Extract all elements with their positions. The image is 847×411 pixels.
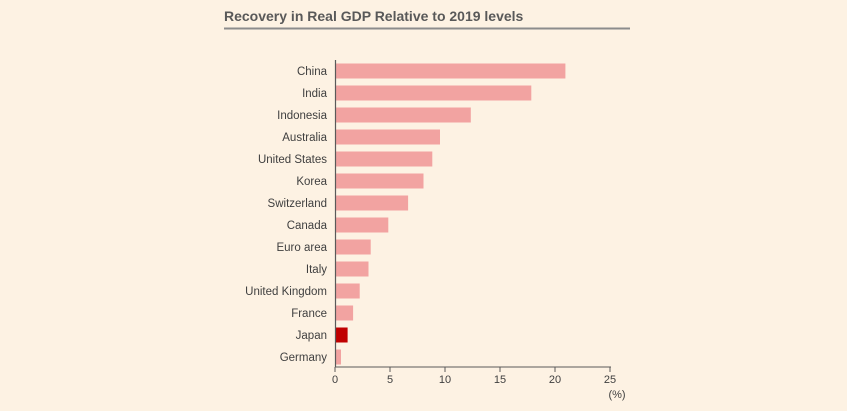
- x-tick-label: 10: [439, 374, 451, 386]
- category-label: Korea: [296, 176, 327, 188]
- x-tick-label: 20: [549, 374, 561, 386]
- category-label: Australia: [282, 132, 327, 144]
- bar-united-states: [335, 151, 433, 167]
- bar-china: [335, 63, 566, 79]
- category-label: Germany: [280, 352, 328, 364]
- category-label: Switzerland: [268, 198, 327, 210]
- x-tick-label: 0: [332, 374, 338, 386]
- chart-title: Recovery in Real GDP Relative to 2019 le…: [224, 8, 524, 24]
- category-label: Indonesia: [277, 110, 327, 122]
- bar-australia: [335, 129, 440, 145]
- bar-india: [335, 85, 532, 101]
- bar-japan: [335, 327, 348, 343]
- bar-euro-area: [335, 239, 371, 255]
- x-tick-label: 15: [494, 374, 506, 386]
- category-label: Euro area: [276, 242, 327, 254]
- category-label: India: [302, 88, 328, 100]
- bar-france: [335, 305, 354, 321]
- bar-korea: [335, 173, 424, 189]
- bar-italy: [335, 261, 369, 277]
- category-labels: China India Indonesia Australia United State…: [245, 66, 327, 364]
- bar-germany: [335, 349, 341, 365]
- x-axis-unit: (%): [608, 389, 625, 401]
- bar-switzerland: [335, 195, 409, 211]
- x-tick-label: 5: [387, 374, 393, 386]
- category-label: China: [297, 66, 328, 78]
- category-label: France: [291, 308, 327, 320]
- category-label: Japan: [296, 330, 327, 342]
- category-label: Italy: [306, 264, 327, 276]
- x-tick-label: 25: [604, 374, 616, 386]
- bar-canada: [335, 217, 389, 233]
- category-label: Canada: [287, 220, 328, 232]
- category-label: United States: [258, 154, 327, 166]
- x-axis-ticks: 0 5 10 15 20 25: [332, 367, 616, 386]
- bar-indonesia: [335, 107, 471, 123]
- category-label: United Kingdom: [245, 286, 327, 298]
- bar-united-kingdom: [335, 283, 360, 299]
- bars-group: [335, 63, 566, 365]
